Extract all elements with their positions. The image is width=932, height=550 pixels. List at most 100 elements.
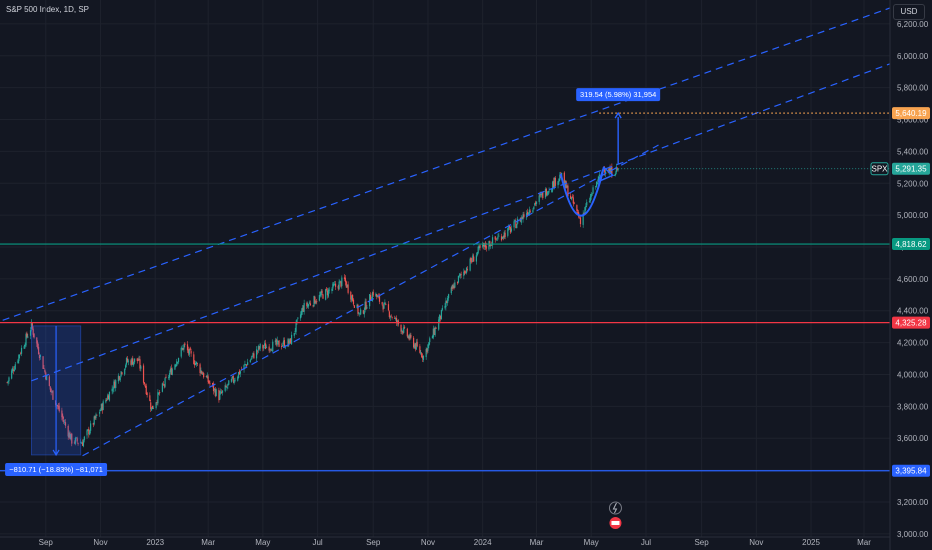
candle-body: [571, 196, 573, 198]
candle-body: [143, 382, 146, 385]
candle-body: [576, 205, 578, 211]
candle-body: [133, 361, 135, 366]
candle-body: [70, 434, 72, 440]
candle-body: [410, 334, 412, 338]
candle-body: [294, 330, 296, 333]
candle-body: [307, 304, 309, 308]
candle-body: [351, 294, 354, 301]
candle-body: [515, 221, 517, 229]
currency-button[interactable]: USD: [893, 4, 925, 20]
candle-body: [94, 416, 96, 419]
candle-body: [215, 389, 217, 396]
candle-body: [425, 349, 427, 358]
candle-body: [482, 244, 484, 247]
candle-body: [214, 389, 216, 397]
candle-body: [309, 303, 312, 306]
candle-body: [81, 442, 83, 444]
candle-body: [316, 301, 318, 302]
drawings: 319.54 (5.98%) 31,954 −810.71 (−18.83%) −…: [5, 88, 661, 529]
candle-body: [381, 302, 383, 305]
candle-body: [252, 352, 254, 356]
candle-body: [490, 244, 492, 246]
candle-body: [108, 391, 111, 401]
level-badge-label: 4,325.28: [895, 319, 927, 328]
candle-body: [302, 308, 304, 312]
candle-body: [472, 255, 474, 262]
candle-body: [616, 167, 618, 169]
candle-body: [262, 345, 264, 349]
candle-body: [447, 297, 449, 303]
x-tick-label: Mar: [530, 538, 544, 547]
candle-body: [510, 228, 512, 232]
candle-body: [356, 304, 358, 308]
candle-body: [469, 258, 471, 271]
candle-body: [226, 387, 228, 389]
candle-body: [473, 256, 475, 262]
candle-body: [209, 383, 211, 385]
candle-body: [345, 281, 347, 288]
candle-body: [71, 433, 73, 444]
candle-body: [359, 313, 361, 315]
candle-body: [12, 369, 15, 371]
candle-body: [69, 432, 71, 440]
candle-body: [325, 289, 327, 300]
candle-body: [37, 346, 40, 355]
candle-body: [183, 344, 185, 350]
candle-body: [208, 380, 210, 384]
candle-body: [465, 267, 468, 273]
candle-body: [278, 340, 280, 347]
candle-body: [264, 343, 266, 346]
candle-body: [81, 442, 84, 446]
candle-body: [383, 302, 385, 309]
candle-body: [500, 236, 503, 241]
candle-body: [151, 405, 154, 409]
y-tick-label: 4,600.00: [897, 275, 929, 284]
y-tick-label: 5,600.00: [897, 116, 929, 125]
candle-body: [118, 376, 120, 380]
candle-body: [421, 355, 424, 359]
trend-channel: [2, 7, 891, 457]
candle-body: [221, 390, 224, 393]
channel-line-upper: [2, 7, 891, 321]
candle-body: [57, 406, 59, 408]
candle-body: [496, 240, 498, 241]
candle-body: [20, 347, 23, 354]
candle-body: [182, 348, 184, 350]
candle-body: [146, 392, 148, 396]
candle-body: [90, 423, 92, 431]
candle-body: [145, 385, 147, 395]
candle-body: [11, 368, 14, 372]
candle-body: [460, 274, 462, 276]
x-tick-label: Jul: [312, 538, 322, 547]
candle-body: [408, 336, 410, 340]
candle-body: [177, 362, 179, 363]
candle-body: [32, 328, 34, 335]
level-badge-label: 4,818.62: [895, 240, 927, 249]
candle-body: [508, 226, 510, 230]
candle-body: [313, 295, 315, 307]
candle-body: [438, 319, 440, 330]
candle-body: [419, 346, 421, 353]
candle-body: [527, 212, 530, 216]
level-badge: [892, 316, 930, 329]
candle-body: [433, 329, 435, 335]
candle-body: [507, 228, 509, 236]
candle-body: [478, 246, 480, 249]
candle-body: [107, 395, 110, 400]
candle-body: [247, 362, 249, 365]
candle-body: [322, 294, 324, 299]
candle-body: [181, 348, 183, 349]
candle-body: [385, 303, 387, 305]
candle-body: [113, 381, 115, 389]
candle-body: [202, 374, 204, 376]
candle-body: [544, 188, 547, 198]
candle-body: [535, 202, 537, 205]
candle-body: [180, 347, 182, 357]
candle-body: [320, 291, 322, 296]
candle-body: [119, 377, 121, 381]
candle-body: [288, 340, 290, 344]
candle-body: [332, 283, 334, 289]
candle-body: [86, 430, 88, 436]
candle-body: [441, 307, 443, 310]
